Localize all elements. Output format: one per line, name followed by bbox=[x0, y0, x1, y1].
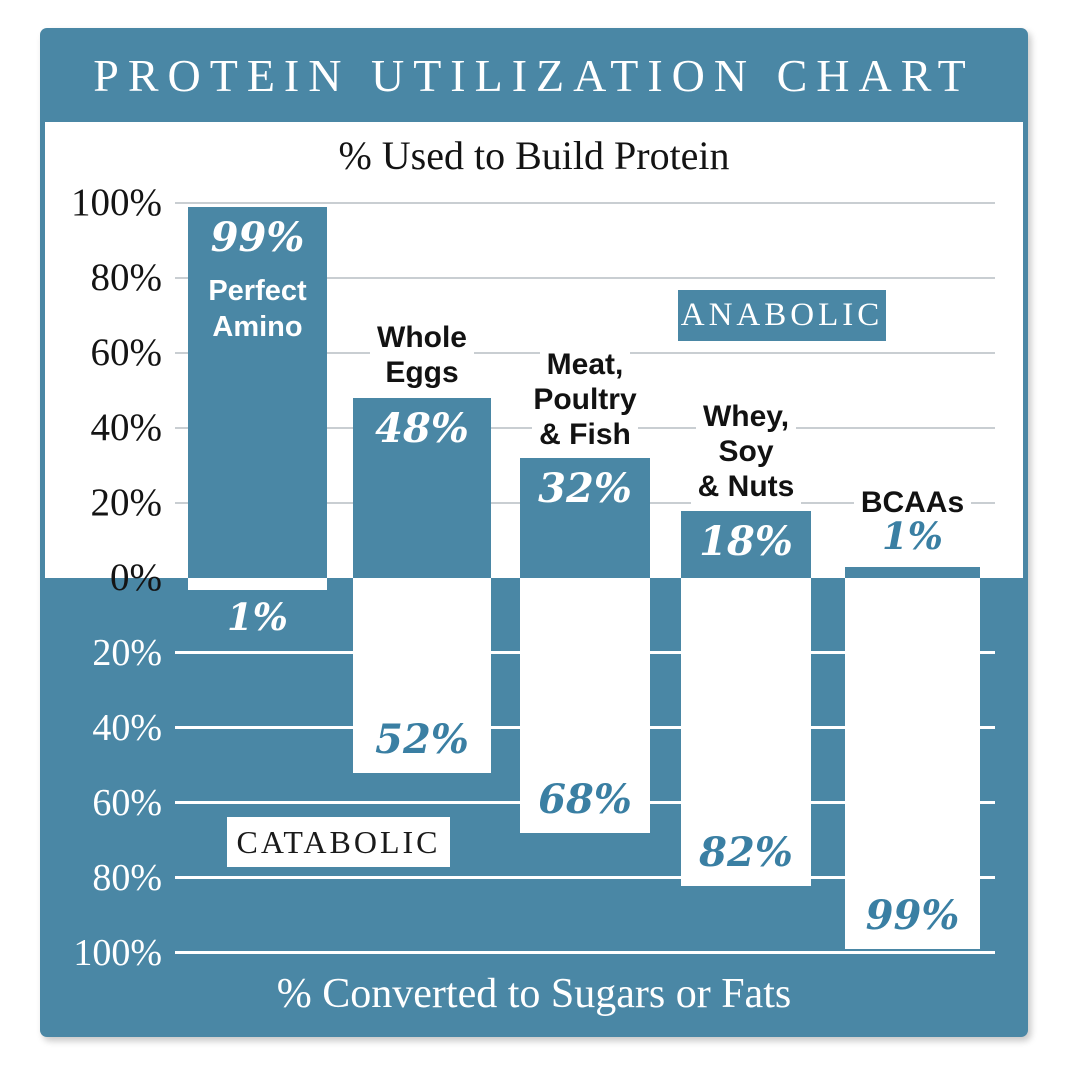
anabolic-region-label: ANABOLIC bbox=[678, 290, 886, 341]
value-catabolic-perfect-amino: 1% bbox=[227, 595, 288, 639]
y-axis-label-lower-20: 20% bbox=[92, 632, 162, 674]
y-axis-label-upper-20: 20% bbox=[90, 481, 163, 524]
category-label-bcaas: BCAAs bbox=[803, 485, 1023, 520]
gridline-upper-80 bbox=[175, 277, 995, 279]
gridline-lower-100 bbox=[175, 951, 995, 954]
y-axis-label-lower-100: 100% bbox=[73, 932, 162, 974]
catabolic-region-label: CATABOLIC bbox=[227, 817, 450, 867]
chart-frame: PROTEIN UTILIZATION CHART % Used to Buil… bbox=[40, 28, 1028, 1037]
y-axis-label-upper-40: 40% bbox=[90, 406, 163, 449]
bar-anabolic-bcaas bbox=[845, 567, 980, 578]
value-catabolic-bcaas: 99% bbox=[865, 892, 960, 940]
category-label-meat-poultry-fish: Meat, Poultry & Fish bbox=[475, 347, 695, 452]
category-label-whey-soy-nuts: Whey, Soy & Nuts bbox=[636, 399, 856, 504]
bar-name-perfect-amino: Perfect Amino bbox=[208, 274, 307, 343]
value-anabolic-whey-soy-nuts: 18% bbox=[699, 517, 793, 565]
gridline-lower-80 bbox=[175, 876, 995, 879]
bar-anabolic-whey-soy-nuts bbox=[681, 510, 811, 578]
value-catabolic-meat-poultry-fish: 68% bbox=[538, 776, 632, 823]
gridline-upper-100 bbox=[175, 202, 995, 204]
y-axis-label-upper-0: 0% bbox=[110, 556, 162, 599]
y-axis-label-upper-60: 60% bbox=[90, 331, 163, 374]
y-axis-label-upper-80: 80% bbox=[90, 256, 163, 299]
value-anabolic-meat-poultry-fish: 32% bbox=[538, 465, 632, 512]
value-anabolic-bcaas: 1% bbox=[882, 514, 943, 558]
bottom-axis-title: % Converted to Sugars or Fats bbox=[276, 971, 792, 1017]
y-axis-label-upper-100: 100% bbox=[71, 181, 162, 224]
bar-catabolic-bcaas bbox=[845, 578, 980, 950]
bar-catabolic-whey-soy-nuts bbox=[681, 578, 811, 886]
plot-area: 100% 80% 60% 40% 20% 0% 20% 40% 60% 80% 100% 99% 1% P… bbox=[40, 28, 1028, 1037]
y-axis-label-lower-80: 80% bbox=[92, 857, 162, 899]
value-catabolic-whey-soy-nuts: 82% bbox=[699, 828, 793, 876]
bar-anabolic-meat-poultry-fish bbox=[520, 458, 650, 578]
value-anabolic-perfect-amino: 99% bbox=[210, 213, 305, 261]
value-anabolic-whole-eggs: 48% bbox=[375, 405, 469, 452]
y-axis-label-lower-40: 40% bbox=[92, 707, 162, 749]
value-catabolic-whole-eggs: 52% bbox=[375, 716, 469, 763]
chart-title: PROTEIN UTILIZATION CHART bbox=[93, 49, 975, 101]
chart-title-bar: PROTEIN UTILIZATION CHART bbox=[40, 28, 1028, 122]
bar-catabolic-meat-poultry-fish bbox=[520, 578, 650, 833]
y-axis-label-lower-60: 60% bbox=[92, 782, 162, 824]
bar-anabolic-perfect-amino bbox=[188, 206, 327, 578]
bar-catabolic-perfect-amino bbox=[188, 578, 327, 590]
bar-anabolic-whole-eggs bbox=[353, 398, 491, 578]
top-axis-title: % Used to Build Protein bbox=[338, 133, 730, 178]
bar-catabolic-whole-eggs bbox=[353, 578, 491, 773]
category-label-whole-eggs: Whole Eggs bbox=[312, 320, 532, 390]
